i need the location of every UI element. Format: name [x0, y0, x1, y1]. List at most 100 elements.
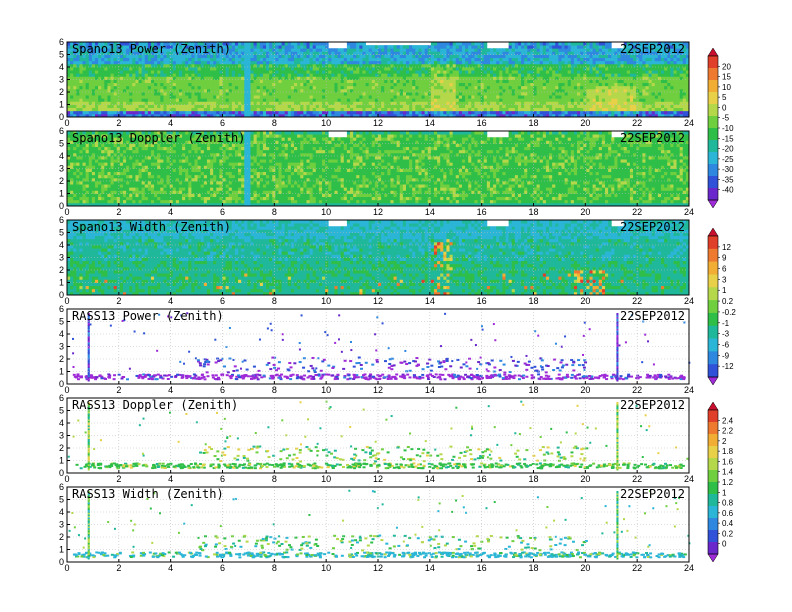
heatmap-cell	[188, 98, 192, 102]
heatmap-cell	[185, 67, 189, 71]
heatmap-cell	[272, 54, 276, 59]
heatmap-cell	[577, 70, 581, 74]
heatmap-cell	[119, 79, 124, 84]
heatmap-cell	[188, 70, 192, 74]
heatmap-cell	[651, 54, 656, 59]
heatmap-cell	[424, 70, 429, 74]
heatmap-cell	[654, 85, 659, 90]
heatmap-cell	[496, 51, 500, 55]
heatmap-cell	[107, 104, 111, 109]
heatmap-cell	[67, 85, 71, 90]
heatmap-cell	[73, 165, 77, 169]
heatmap-cell	[70, 187, 74, 191]
heatmap-cell	[573, 85, 578, 90]
heatmap-cell	[70, 140, 74, 144]
heatmap-cell	[623, 76, 628, 80]
heatmap-cell	[580, 85, 584, 90]
heatmap-cell	[350, 101, 354, 105]
heatmap-cell	[147, 79, 152, 84]
heatmap-cell	[558, 88, 562, 93]
heatmap-cell	[234, 79, 239, 84]
heatmap-cell	[281, 92, 286, 96]
heatmap-cell	[654, 51, 659, 55]
heatmap-cell	[309, 42, 314, 46]
heatmap-cell	[362, 70, 366, 74]
heatmap-cell	[371, 76, 376, 80]
heatmap-cell	[679, 82, 684, 87]
heatmap-cell	[371, 54, 376, 59]
heatmap-cell	[340, 48, 345, 52]
heatmap-cell	[371, 70, 376, 74]
heatmap-cell	[309, 98, 314, 102]
heatmap-cell	[337, 51, 342, 55]
heatmap-cell	[642, 98, 646, 102]
heatmap-cell	[325, 63, 329, 68]
heatmap-cell	[651, 48, 656, 52]
heatmap-cell	[645, 101, 649, 105]
heatmap-cell	[284, 95, 289, 99]
heatmap-cell	[365, 110, 370, 115]
heatmap-cell	[79, 177, 83, 182]
heatmap-cell	[122, 73, 127, 77]
heatmap-cell	[527, 82, 531, 87]
heatmap-cell	[645, 51, 649, 55]
heatmap-cell	[132, 67, 136, 71]
heatmap-cell	[639, 45, 643, 49]
heatmap-cell	[269, 82, 273, 87]
heatmap-cell	[670, 60, 674, 65]
heatmap-cell	[673, 88, 677, 93]
heatmap-cell	[197, 57, 202, 62]
heatmap-cell	[250, 79, 254, 84]
heatmap-cell	[98, 98, 102, 102]
heatmap-cell	[76, 165, 80, 169]
heatmap-cell	[275, 104, 279, 109]
heatmap-cell	[191, 60, 195, 65]
heatmap-cell	[433, 60, 438, 65]
heatmap-cell	[418, 95, 422, 99]
heatmap-cell	[539, 67, 544, 71]
heatmap-cell	[580, 73, 584, 77]
heatmap-cell	[353, 85, 357, 90]
heatmap-cell	[499, 104, 503, 109]
heatmap-cell	[405, 98, 410, 102]
heatmap-cell	[331, 63, 335, 68]
heatmap-cell	[496, 88, 500, 93]
heatmap-cell	[424, 82, 429, 87]
heatmap-cell	[642, 85, 646, 90]
heatmap-cell	[679, 110, 684, 115]
heatmap-cell	[294, 110, 298, 115]
heatmap-cell	[387, 98, 391, 102]
heatmap-cell	[685, 101, 690, 105]
heatmap-cell	[570, 110, 575, 115]
heatmap-cell	[269, 67, 273, 71]
heatmap-cell	[595, 73, 600, 77]
heatmap-cell	[356, 51, 360, 55]
heatmap-cell	[661, 51, 665, 55]
heatmap-cell	[580, 48, 584, 52]
heatmap-cell	[474, 42, 478, 46]
heatmap-cell	[648, 57, 653, 62]
heatmap-cell	[144, 54, 149, 59]
heatmap-cell	[583, 82, 587, 87]
heatmap-cell	[427, 98, 432, 102]
heatmap-cell	[670, 70, 674, 74]
heatmap-cell	[353, 101, 357, 105]
heatmap-cell	[98, 63, 102, 68]
heatmap-cell	[461, 92, 466, 96]
heatmap-cell	[465, 107, 469, 112]
heatmap-cell	[154, 92, 158, 96]
heatmap-cell	[480, 104, 485, 109]
heatmap-cell	[135, 45, 139, 49]
heatmap-cell	[533, 95, 538, 99]
heatmap-cell	[101, 48, 105, 52]
heatmap-cell	[70, 131, 74, 135]
heatmap-cell	[135, 70, 139, 74]
heatmap-cell	[116, 104, 121, 109]
heatmap-cell	[206, 60, 211, 65]
heatmap-cell	[113, 70, 118, 74]
heatmap-cell	[98, 92, 102, 96]
heatmap-cell	[129, 42, 133, 46]
heatmap-cell	[536, 42, 541, 46]
heatmap-cell	[514, 57, 519, 62]
heatmap-cell	[73, 92, 77, 96]
